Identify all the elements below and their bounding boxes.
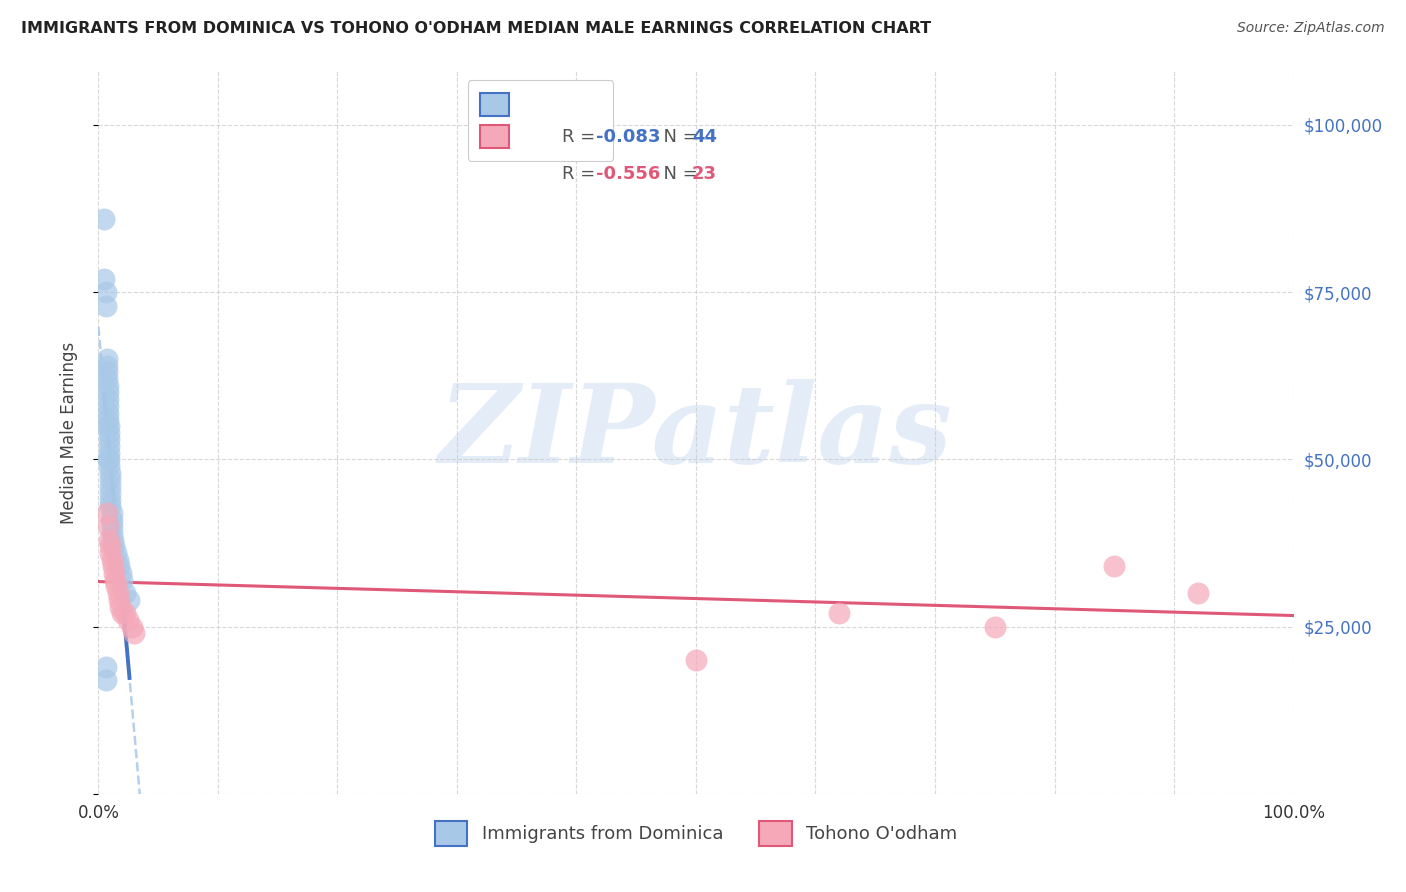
Point [105, 546, 128, 560]
Y-axis label: Median Male Earnings: Median Male Earnings [59, 342, 77, 524]
Point [97, 452, 120, 467]
Point [100, 506, 122, 520]
Point [107, 552, 129, 567]
Point [117, 613, 139, 627]
Point [97, 399, 120, 413]
Point [96, 419, 118, 434]
Point [828, 607, 851, 621]
Point [98, 425, 121, 440]
Text: ZIPatlas: ZIPatlas [439, 379, 953, 486]
Point [98, 500, 122, 514]
Text: -0.556: -0.556 [596, 165, 661, 183]
Point [97, 392, 120, 407]
Point [121, 619, 143, 633]
Point [124, 626, 146, 640]
Point [96, 372, 118, 386]
Point [118, 592, 141, 607]
Point [101, 533, 124, 547]
Point [98, 433, 121, 447]
Point [114, 607, 136, 621]
Point [94, 285, 117, 300]
Point [111, 573, 134, 587]
Point [98, 479, 122, 493]
Legend: Immigrants from Dominica, Tohono O'odham: Immigrants from Dominica, Tohono O'odham [427, 814, 965, 854]
Point [100, 519, 122, 533]
Point [98, 419, 121, 434]
Point [105, 580, 128, 594]
Text: -0.083: -0.083 [596, 128, 661, 146]
Text: R =: R = [562, 165, 602, 183]
Point [96, 506, 118, 520]
Point [98, 452, 121, 467]
Point [98, 466, 122, 480]
Point [107, 559, 129, 574]
Point [98, 439, 121, 453]
Point [984, 619, 1007, 633]
Point [96, 359, 118, 373]
Point [107, 592, 129, 607]
Point [98, 546, 122, 560]
Point [93, 271, 115, 285]
Point [100, 552, 122, 567]
Point [97, 405, 120, 420]
Point [97, 519, 120, 533]
Point [111, 607, 134, 621]
Point [96, 366, 118, 380]
Text: N =: N = [652, 165, 704, 183]
Point [114, 586, 136, 600]
Point [93, 211, 115, 226]
Point [110, 566, 132, 581]
Text: N =: N = [652, 128, 704, 146]
Point [104, 573, 127, 587]
Point [98, 458, 121, 473]
Point [98, 539, 122, 553]
Point [98, 473, 122, 487]
Text: R =: R = [562, 128, 602, 146]
Text: 44: 44 [692, 128, 717, 146]
Point [97, 385, 120, 400]
Point [98, 446, 121, 460]
Point [1104, 559, 1126, 574]
Point [103, 566, 125, 581]
Point [94, 298, 117, 313]
Point [107, 586, 129, 600]
Point [685, 653, 707, 667]
Point [97, 412, 120, 426]
Point [103, 539, 125, 553]
Point [98, 533, 121, 547]
Point [101, 559, 124, 574]
Text: 23: 23 [692, 165, 717, 183]
Point [94, 660, 117, 674]
Point [94, 673, 117, 688]
Point [108, 599, 131, 614]
Point [100, 512, 122, 526]
Point [97, 378, 120, 392]
Point [96, 352, 118, 367]
Text: IMMIGRANTS FROM DOMINICA VS TOHONO O'ODHAM MEDIAN MALE EARNINGS CORRELATION CHAR: IMMIGRANTS FROM DOMINICA VS TOHONO O'ODH… [21, 21, 931, 36]
Point [1187, 586, 1209, 600]
Point [100, 526, 122, 541]
Point [98, 485, 122, 500]
Point [98, 492, 122, 507]
Text: Source: ZipAtlas.com: Source: ZipAtlas.com [1237, 21, 1385, 35]
